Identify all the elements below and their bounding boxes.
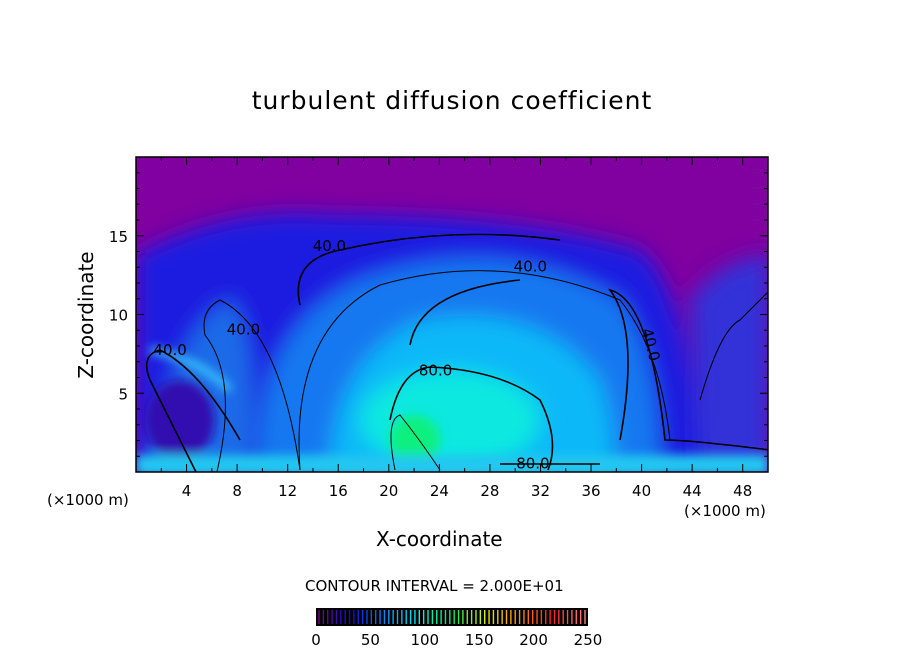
contour-line xyxy=(699,291,768,401)
field-layer-detail xyxy=(136,347,768,472)
x-tick-label: 8 xyxy=(232,482,242,500)
contour-label: 80.0 xyxy=(516,455,549,473)
x-tick-label: 40 xyxy=(632,482,651,500)
x-tick-label: 36 xyxy=(581,482,600,500)
colorbar-tick-label: 50 xyxy=(361,631,380,649)
contour-label: 40.0 xyxy=(153,341,186,359)
contour-line xyxy=(389,366,554,471)
chart-title: turbulent diffusion coefficient xyxy=(251,86,653,115)
contour-lines xyxy=(145,233,768,472)
y-tick-label: 10 xyxy=(109,307,128,325)
low-vortex-left xyxy=(145,380,215,460)
x-tick-label: 20 xyxy=(379,482,398,500)
colorbar-tick-label: 0 xyxy=(311,631,321,649)
x-tick-label: 16 xyxy=(329,482,348,500)
contour-label: 80.0 xyxy=(419,362,452,380)
x-tick-label: 48 xyxy=(733,482,752,500)
contour-interval-label: CONTOUR INTERVAL = 2.000E+01 xyxy=(305,577,564,595)
contour-line xyxy=(608,288,768,451)
colorbar-tick-label: 100 xyxy=(410,631,439,649)
surface-layer xyxy=(136,455,768,472)
contour-line xyxy=(297,233,561,346)
x-tick-label: 4 xyxy=(182,482,192,500)
low-value-band-right xyxy=(690,255,768,472)
x-tick-label: 44 xyxy=(683,482,702,500)
x-tick-label: 28 xyxy=(480,482,499,500)
contour-line xyxy=(203,299,301,472)
x-tick-label: 12 xyxy=(278,482,297,500)
y-tick-label: 5 xyxy=(118,385,128,403)
y-tick-label: 15 xyxy=(109,228,128,246)
x-unit-label-right: (×1000 m) xyxy=(684,502,766,520)
colorbar-frame xyxy=(316,608,588,626)
x-tick-label: 24 xyxy=(430,482,449,500)
contour-label: 40.0 xyxy=(227,321,260,339)
colorbar-tick-label: 150 xyxy=(465,631,494,649)
x-unit-label-left: (×1000 m) xyxy=(47,491,129,509)
x-tick-label: 32 xyxy=(531,482,550,500)
colorbar-tick-label: 250 xyxy=(574,631,603,649)
contour-label: 40.0 xyxy=(313,237,346,255)
colorbar-tick-label: 200 xyxy=(519,631,548,649)
contour-label: 40.0 xyxy=(514,258,547,276)
contour-line xyxy=(145,349,241,472)
colorbar: 0 50 100 150 200 250 xyxy=(311,608,602,649)
contour-line xyxy=(390,414,441,471)
heatmap-field xyxy=(136,157,768,472)
contour-labels: 40.040.040.040.0 40.080.080.0 xyxy=(153,237,663,472)
x-axis-label: X-coordinate xyxy=(376,527,503,551)
